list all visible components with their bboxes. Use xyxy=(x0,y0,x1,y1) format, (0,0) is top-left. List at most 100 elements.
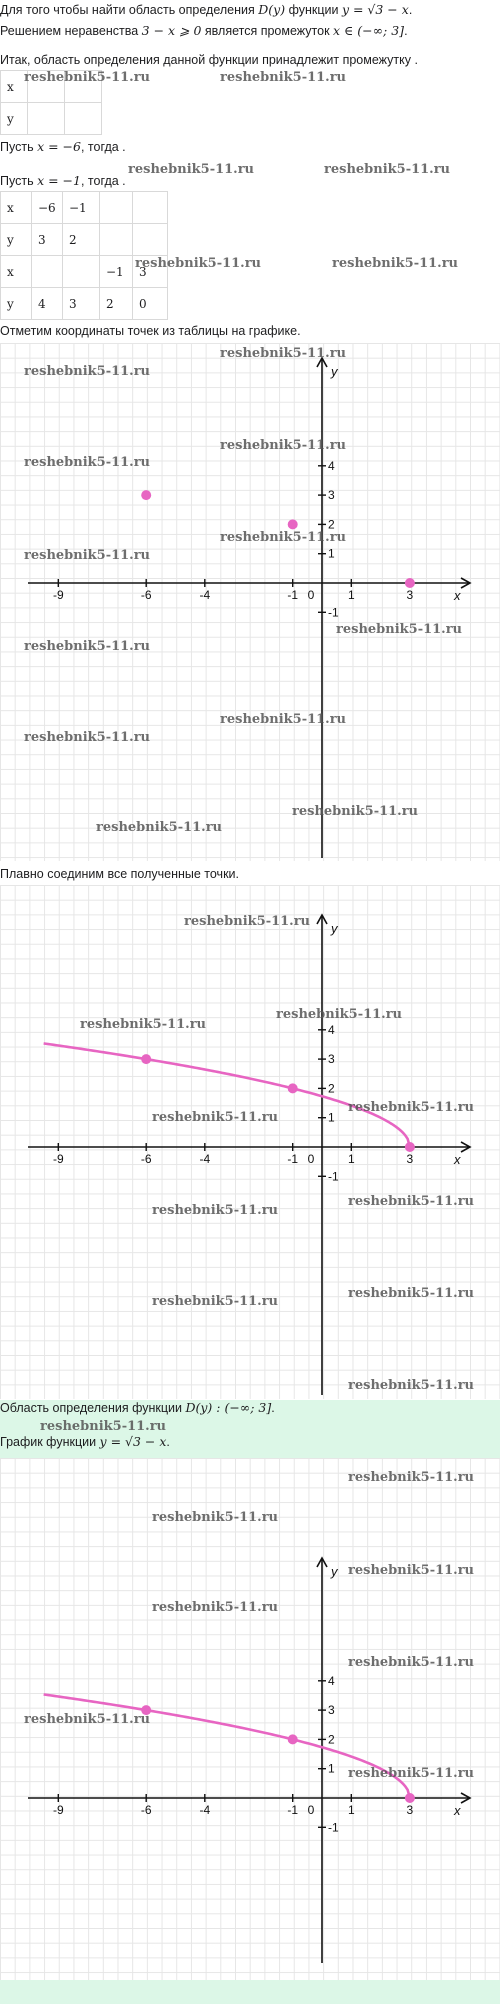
x-tick-label: -6 xyxy=(141,588,152,602)
table-cell: 3 xyxy=(62,287,100,320)
graph-2-panel: -9 -6 -4 -1 0 1 3 4 3 2 1 -1 x y xyxy=(0,885,500,1399)
intro-text: . xyxy=(408,3,413,17)
answer-domain: D(y) : (−∞; 3] xyxy=(185,1400,272,1415)
let-line-2: Пусть x = −1, тогда . xyxy=(0,173,126,189)
inequality: 3 − x ⩾ 0 xyxy=(141,23,202,38)
values-table: x −6 −1 y 3 2 x −1 3 y 4 3 2 0 xyxy=(0,191,168,320)
let-text: Пусть xyxy=(0,174,38,188)
chart-final-curve: -9 -6 -4 -1 0 1 3 4 3 2 1 -1 x y xyxy=(28,1556,472,1963)
table-cell: y xyxy=(0,102,28,135)
x-axis-arrow xyxy=(460,1792,472,1804)
y-tick-label: 4 xyxy=(328,459,335,473)
table-cell xyxy=(64,70,102,103)
x-tick-label: 3 xyxy=(407,1152,414,1166)
table-cell: 4 xyxy=(31,287,63,320)
x-axis-arrow xyxy=(460,577,472,589)
intro-text: функции xyxy=(285,3,342,17)
let-formula: x = −6 xyxy=(37,139,81,154)
y-axis-arrow xyxy=(316,1556,328,1568)
y-tick-label: 1 xyxy=(328,1762,335,1776)
y-tick-label: -1 xyxy=(328,605,339,619)
function-curve xyxy=(43,1042,412,1148)
x-tick-label: -4 xyxy=(199,1152,210,1166)
x-tick-label: -9 xyxy=(53,1152,64,1166)
x-tick-label: -4 xyxy=(199,1803,210,1817)
table-cell: 2 xyxy=(62,223,100,256)
table-cell xyxy=(31,255,63,288)
x-axis-label: x xyxy=(453,1803,461,1818)
answer-formula: y = √3 − x xyxy=(99,1434,167,1449)
intro-text: Для того чтобы найти область определения xyxy=(0,3,259,17)
x-tick-label: -6 xyxy=(141,1803,152,1817)
table-cell: y xyxy=(0,287,32,320)
x-tick-label: 3 xyxy=(407,588,414,602)
answer-line-2: График функции y = √3 − x. xyxy=(0,1434,170,1450)
y-axis-label: y xyxy=(330,364,339,379)
x-tick-label: -4 xyxy=(199,588,210,602)
answer-text: График функции xyxy=(0,1435,100,1449)
answer-box-bottom xyxy=(0,1980,500,2004)
chart-curve: -9 -6 -4 -1 0 1 3 4 3 2 1 -1 x y xyxy=(28,913,472,1395)
intro-text: . xyxy=(404,24,408,38)
table-cell xyxy=(99,191,133,224)
table-cell xyxy=(27,102,65,135)
y-axis-label: y xyxy=(330,1564,339,1579)
x-tick-label: -1 xyxy=(287,588,298,602)
table-cell: y xyxy=(0,223,32,256)
y-tick-label: 4 xyxy=(328,1674,335,1688)
y-tick-label: 4 xyxy=(328,1023,335,1037)
x-tick-label: -1 xyxy=(287,1152,298,1166)
x-tick-label: 1 xyxy=(348,1803,355,1817)
table-cell xyxy=(132,191,168,224)
answer-text: . xyxy=(166,1435,170,1449)
let-line-1: Пусть x = −6, тогда . xyxy=(0,139,126,155)
x-tick-label: 1 xyxy=(348,1152,355,1166)
intro-line-2: Решением неравенства 3 − x ⩾ 0 является … xyxy=(0,23,408,39)
table-cell xyxy=(132,223,168,256)
table-cell xyxy=(99,223,133,256)
connect-points-text: Плавно соединим все полученные точки. xyxy=(0,867,239,881)
let-text: , тогда . xyxy=(80,140,126,154)
y-tick-label: 3 xyxy=(328,1703,335,1717)
y-tick-label: 2 xyxy=(328,517,335,531)
x-axis-label: x xyxy=(453,588,461,603)
table-cell xyxy=(64,102,102,135)
y-tick-label: 2 xyxy=(328,1081,335,1095)
domain-notation: D(y) xyxy=(258,2,286,17)
mark-points-text: Отметим координаты точек из таблицы на г… xyxy=(0,324,301,338)
table-cell: 2 xyxy=(99,287,133,320)
intro-text: является промежуток xyxy=(201,24,334,38)
table-cell xyxy=(62,255,100,288)
data-point xyxy=(141,1705,152,1716)
x-tick-label: 0 xyxy=(308,588,315,602)
x-axis-label: x xyxy=(453,1152,461,1167)
x-tick-label: 0 xyxy=(308,1803,315,1817)
intro-line-1: Для того чтобы найти область определения… xyxy=(0,2,412,18)
y-tick-label: -1 xyxy=(328,1820,339,1834)
chart-points: -9 -6 -4 -1 0 1 3 4 3 2 1 -1 x y xyxy=(28,356,472,858)
y-axis-arrow xyxy=(316,913,328,925)
table-cell: 3 xyxy=(31,223,63,256)
answer-text: Область определения функции xyxy=(0,1401,186,1415)
data-point xyxy=(141,490,152,501)
table-cell: 0 xyxy=(132,287,168,320)
answer-line-1: Область определения функции D(y) : (−∞; … xyxy=(0,1400,275,1416)
table-cell xyxy=(27,70,65,103)
table-cell: x xyxy=(0,255,32,288)
graph-1-panel: -9 -6 -4 -1 0 1 3 4 3 2 1 -1 x y xyxy=(0,343,500,861)
x-tick-label: -9 xyxy=(53,1803,64,1817)
table-cell: x xyxy=(0,191,32,224)
let-formula: x = −1 xyxy=(37,173,81,188)
watermark: reshebnik5-11.ru xyxy=(332,256,459,271)
intro-line-3: Итак, область определения данной функции… xyxy=(0,53,418,67)
table-cell: x xyxy=(0,70,28,103)
data-point xyxy=(287,1083,298,1094)
answer-text: . xyxy=(271,1401,275,1415)
y-tick-label: 1 xyxy=(328,547,335,561)
x-tick-label: 0 xyxy=(308,1152,315,1166)
table-cell: 3 xyxy=(132,255,168,288)
x-tick-label: -6 xyxy=(141,1152,152,1166)
answer-box: Область определения функции D(y) : (−∞; … xyxy=(0,1400,500,1458)
watermark: reshebnik5-11.ru xyxy=(128,162,255,177)
x-tick-label: -1 xyxy=(287,1803,298,1817)
